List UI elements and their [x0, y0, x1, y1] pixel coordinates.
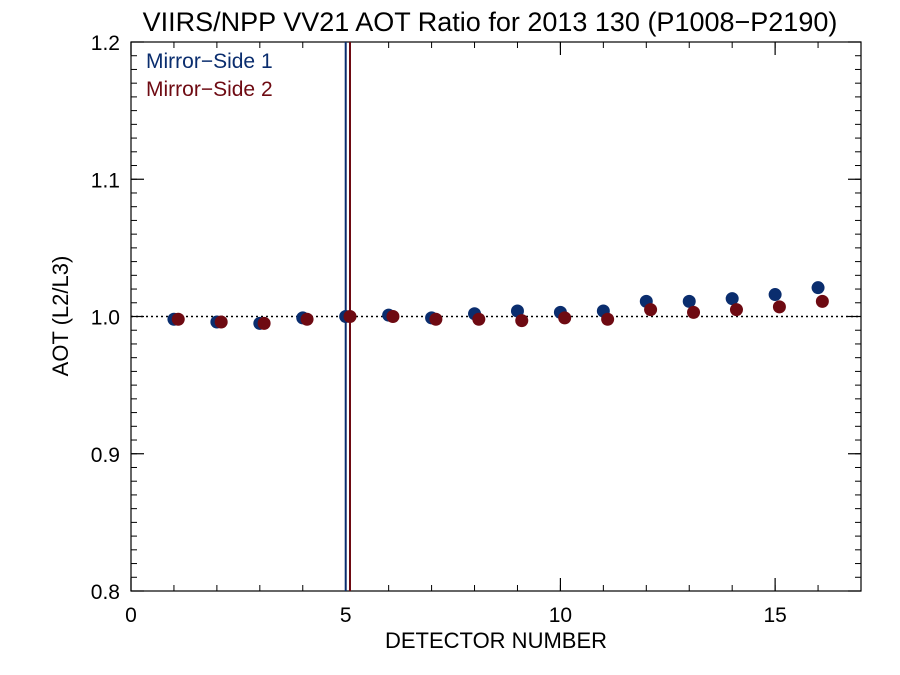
data-point-series-2 [171, 312, 185, 326]
data-point-series-2 [429, 312, 443, 326]
data-point-series-2 [601, 312, 615, 326]
data-point-series-2 [257, 316, 271, 330]
data-point-series-2 [687, 305, 701, 319]
data-point-series-2 [343, 310, 357, 323]
x-tick-label: 5 [340, 604, 352, 627]
legend-mirror-side-2: Mirror−Side 2 [146, 78, 273, 101]
data-point-series-2 [644, 303, 658, 317]
y-tick-label: 1.2 [91, 32, 120, 55]
x-tick-label: 15 [763, 604, 786, 627]
data-point-series-2 [472, 312, 486, 326]
y-tick-label: 0.9 [91, 444, 120, 467]
data-point-series-1 [725, 292, 739, 306]
data-point-series-1 [682, 294, 696, 308]
data-point-series-2 [729, 303, 743, 317]
data-point-series-2 [300, 312, 314, 326]
y-tick-labels: 0.8 0.9 1.0 1.1 1.2 [91, 32, 120, 604]
x-axis-label: DETECTOR NUMBER [385, 628, 607, 653]
data-point-series-2 [815, 294, 829, 308]
y-tick-label: 1.1 [91, 169, 120, 192]
chart-title: VIIRS/NPP VV21 AOT Ratio for 2013 130 (P… [143, 7, 838, 37]
y-tick-label: 1.0 [91, 307, 120, 330]
data-point-series-1 [811, 281, 825, 295]
x-tick-label: 10 [549, 604, 572, 627]
data-points [167, 281, 829, 330]
data-point-series-2 [772, 300, 786, 314]
data-point-series-1 [768, 288, 782, 302]
x-tick-label: 0 [125, 604, 137, 627]
data-point-series-2 [386, 310, 400, 323]
legend-mirror-side-1: Mirror−Side 1 [146, 50, 273, 73]
y-axis-label: AOT (L2/L3) [48, 256, 73, 377]
data-point-series-2 [214, 315, 228, 329]
data-point-series-2 [515, 314, 529, 328]
y-tick-label: 0.8 [91, 581, 120, 604]
x-tick-labels: 0 5 10 15 [125, 604, 787, 627]
data-point-series-2 [558, 311, 572, 325]
